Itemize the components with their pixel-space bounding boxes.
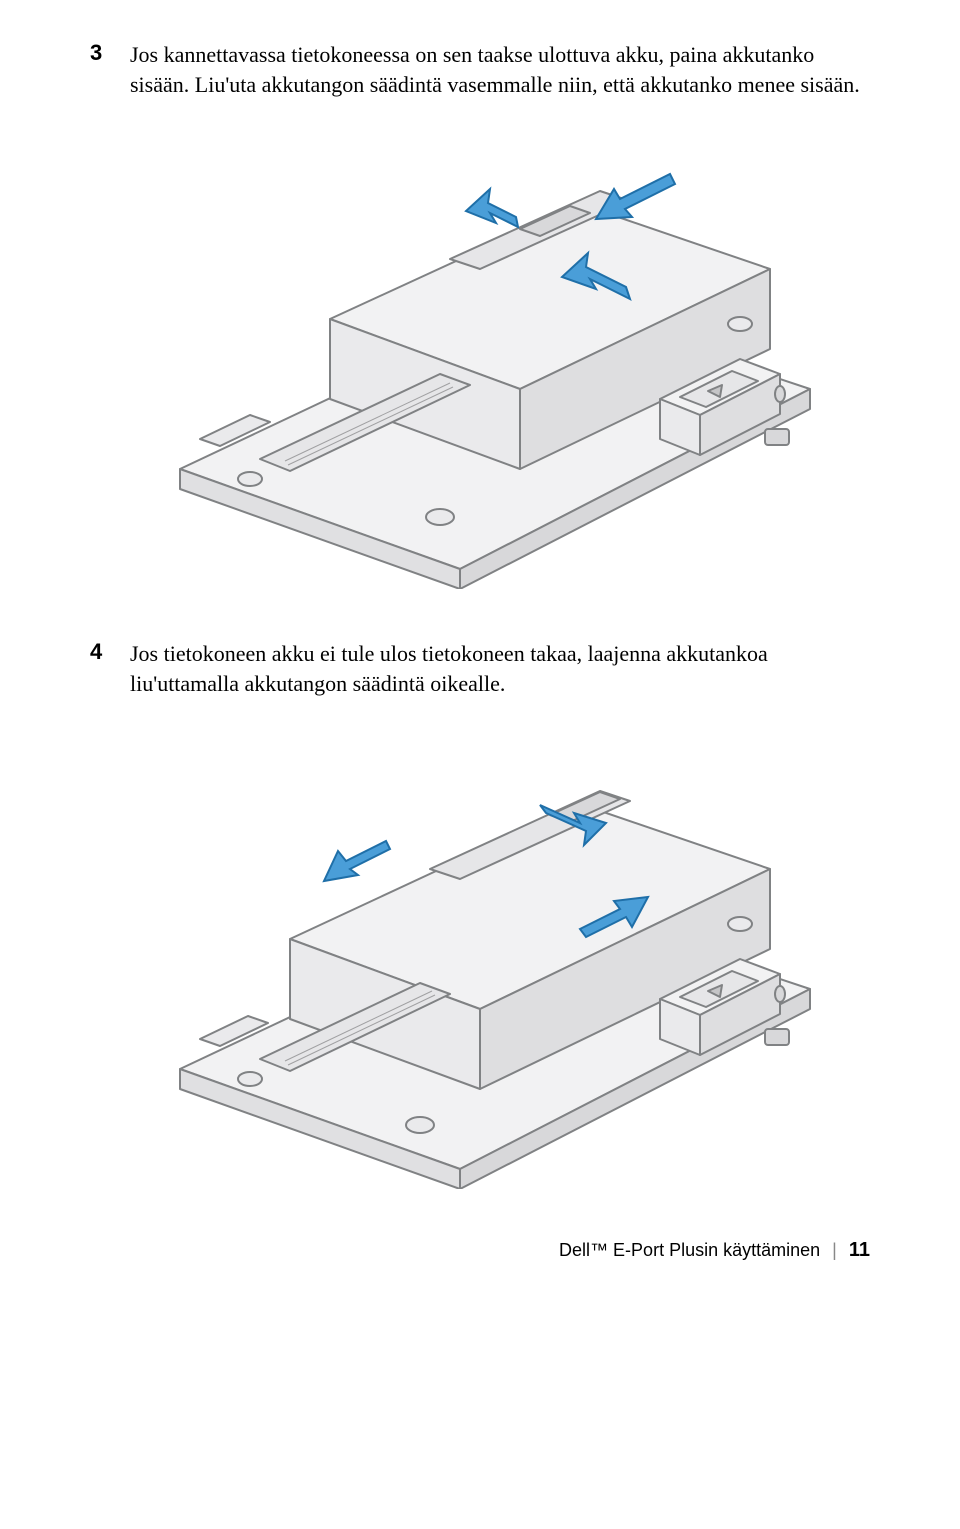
- footer-separator: |: [832, 1240, 837, 1261]
- step-text: Jos tietokoneen akku ei tule ulos tietok…: [130, 639, 870, 698]
- step-3: 3 Jos kannettavassa tietokoneessa on sen…: [90, 40, 870, 99]
- page-footer: Dell™ E-Port Plusin käyttäminen | 11: [90, 1239, 870, 1262]
- step-text: Jos kannettavassa tietokoneessa on sen t…: [130, 40, 870, 99]
- step-number: 4: [90, 639, 130, 665]
- figure-1: [90, 129, 870, 589]
- footer-page-number: 11: [849, 1239, 870, 1262]
- footer-title: Dell™ E-Port Plusin käyttäminen: [559, 1240, 820, 1261]
- figure-2: [90, 729, 870, 1189]
- step-4: 4 Jos tietokoneen akku ei tule ulos tiet…: [90, 639, 870, 698]
- docking-station-diagram-1: [120, 129, 840, 589]
- docking-station-diagram-2: [120, 729, 840, 1189]
- step-number: 3: [90, 40, 130, 66]
